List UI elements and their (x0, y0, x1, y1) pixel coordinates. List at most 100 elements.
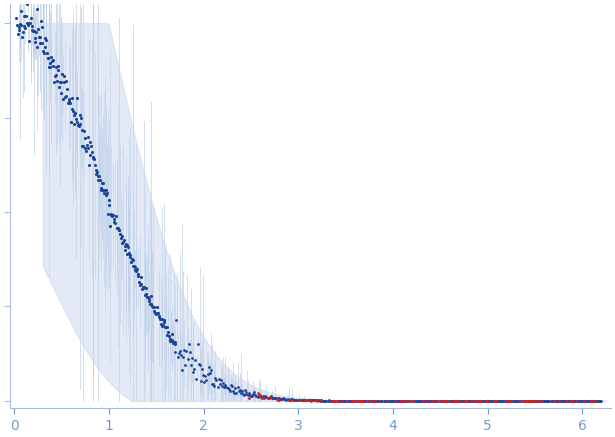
Point (60, 78, 69, 85)
Point (369, 397, 379, 404)
Point (116, 235, 126, 242)
Point (550, 397, 560, 404)
Point (584, 397, 594, 404)
Point (139, 283, 149, 290)
Point (52, 71, 62, 78)
Point (122, 242, 132, 249)
Point (244, 394, 254, 401)
Point (22, 20, 32, 27)
Point (49, 56, 58, 63)
Point (311, 397, 320, 404)
Point (66, 119, 76, 126)
Point (566, 397, 576, 404)
Point (300, 396, 309, 403)
Point (216, 377, 226, 384)
Point (400, 397, 410, 404)
Point (464, 397, 474, 404)
Point (312, 397, 322, 404)
Point (176, 352, 186, 359)
Point (454, 397, 464, 404)
Point (286, 396, 296, 403)
Point (376, 397, 386, 404)
Point (306, 397, 315, 404)
Point (320, 397, 330, 404)
Point (393, 397, 403, 404)
Point (438, 397, 448, 404)
Point (483, 397, 493, 404)
Point (215, 380, 224, 387)
Point (588, 397, 598, 404)
Point (278, 394, 288, 401)
Point (441, 397, 451, 404)
Point (194, 360, 204, 367)
Point (32, 5, 42, 12)
Point (93, 172, 103, 179)
Point (585, 397, 595, 404)
Point (353, 397, 363, 404)
Point (283, 395, 293, 402)
Point (228, 387, 238, 394)
Point (274, 395, 284, 402)
Point (329, 397, 339, 404)
Point (312, 397, 322, 404)
Point (372, 397, 382, 404)
Point (359, 397, 369, 404)
Point (170, 340, 180, 347)
Point (204, 364, 213, 371)
Point (557, 397, 567, 404)
Point (82, 144, 92, 151)
Point (378, 397, 387, 404)
Point (55, 79, 65, 86)
Point (549, 397, 558, 404)
Point (590, 397, 600, 404)
Point (478, 397, 488, 404)
Point (560, 397, 570, 404)
Point (518, 397, 528, 404)
Point (387, 397, 397, 404)
Point (100, 186, 110, 193)
Point (134, 278, 144, 285)
Point (20, 23, 30, 30)
Point (355, 397, 365, 404)
Point (236, 389, 246, 396)
Point (408, 397, 418, 404)
Point (155, 316, 165, 323)
Point (127, 256, 137, 263)
Point (311, 397, 320, 404)
Point (151, 303, 161, 310)
Point (94, 173, 104, 180)
Point (180, 361, 190, 368)
Point (399, 397, 409, 404)
Point (163, 328, 173, 335)
Point (131, 267, 141, 274)
Point (159, 317, 169, 324)
Point (507, 397, 517, 404)
Point (282, 396, 292, 403)
Point (28, 27, 38, 34)
Point (373, 397, 383, 404)
Point (81, 134, 90, 141)
Point (240, 386, 250, 393)
Point (396, 397, 406, 404)
Point (486, 397, 496, 404)
Point (438, 397, 448, 404)
Point (87, 149, 97, 156)
Point (250, 392, 260, 399)
Point (248, 391, 258, 398)
Point (515, 397, 525, 404)
Point (229, 389, 239, 396)
Point (582, 397, 592, 404)
Point (199, 379, 209, 386)
Point (200, 372, 210, 379)
Point (38, 39, 47, 46)
Point (534, 397, 544, 404)
Point (180, 347, 189, 354)
Point (339, 397, 349, 404)
Point (170, 348, 180, 355)
Point (590, 397, 600, 404)
Point (432, 397, 442, 404)
Point (23, 21, 33, 28)
Point (367, 397, 377, 404)
Point (356, 397, 366, 404)
Point (541, 397, 550, 404)
